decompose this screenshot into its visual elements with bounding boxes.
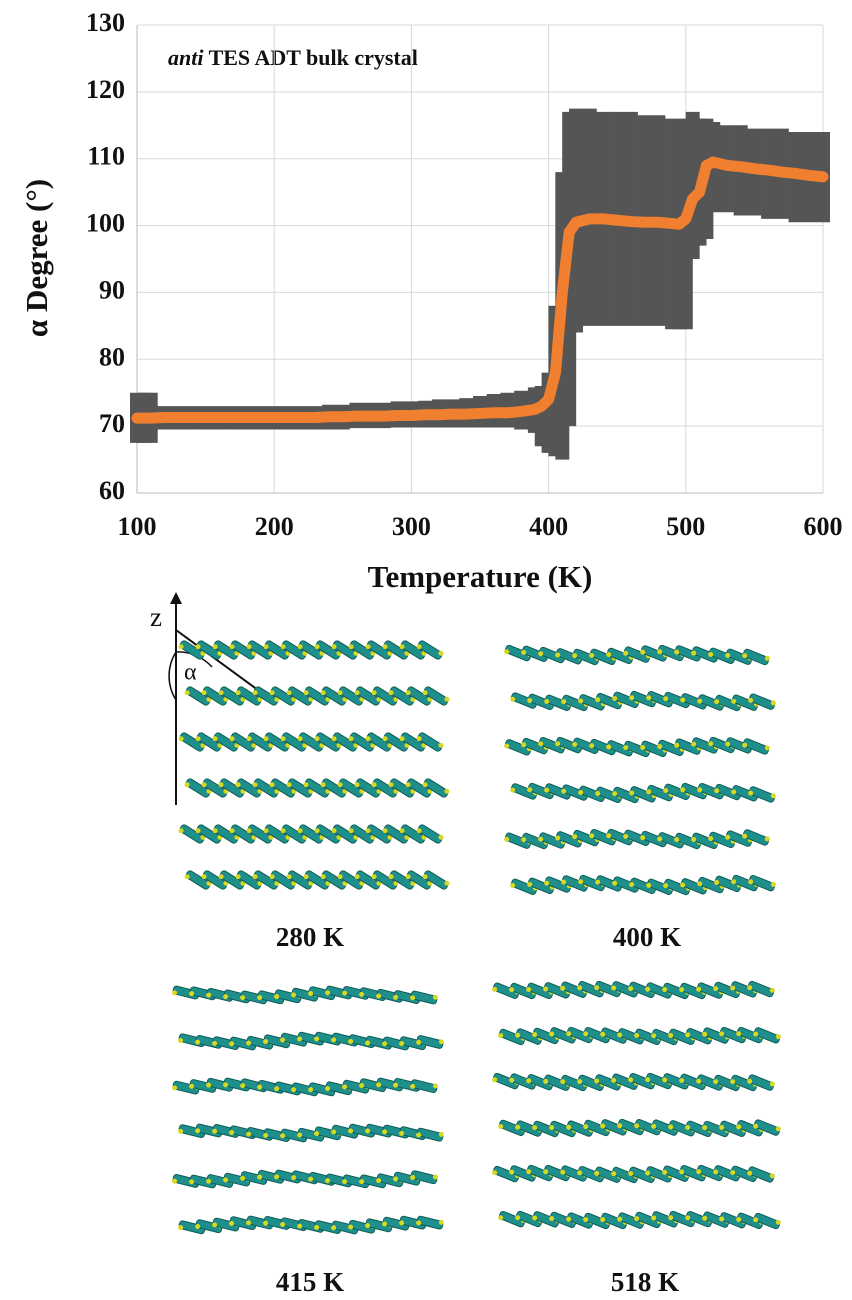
y-tick-label: 110: [87, 142, 125, 171]
figure: Temperature (K) α Degree (°) anti TES AD…: [0, 0, 852, 1300]
panel-label: 400 K: [613, 922, 681, 952]
molecule: [747, 784, 776, 804]
x-tick-label: 600: [804, 512, 843, 541]
z-label: z: [150, 602, 162, 632]
x-tick-label: 400: [529, 512, 568, 541]
y-tick-label: 90: [99, 275, 125, 304]
y-tick-label: 70: [99, 409, 125, 438]
y-axis-title: α Degree (°): [19, 179, 54, 337]
alpha-label: α: [184, 660, 197, 686]
y-tick-label: 60: [99, 476, 125, 505]
x-tick-label: 100: [118, 512, 157, 541]
annotation-italic: anti: [168, 45, 204, 70]
molecule-panel: [172, 984, 445, 1236]
molecule: [741, 736, 770, 756]
annotation: anti TES ADT bulk crystal: [168, 45, 418, 70]
x-tick-label: 300: [392, 512, 431, 541]
molecule: [410, 1078, 439, 1095]
x-tick-label: 500: [666, 512, 705, 541]
molecule-panel: [491, 979, 781, 1231]
z-arrow: [170, 592, 182, 604]
molecule: [416, 1126, 445, 1143]
molecule: [410, 989, 439, 1006]
panel-label: 415 K: [276, 1267, 344, 1297]
y-tick-label: 130: [86, 8, 125, 37]
molecule-panel: [178, 638, 451, 892]
molecule: [746, 1164, 775, 1184]
molecule-panel: [503, 643, 776, 897]
x-axis-title: Temperature (K): [368, 559, 593, 594]
y-tick-label: 100: [86, 209, 125, 238]
plot-area: [137, 25, 823, 493]
angle-arc: [169, 652, 176, 700]
y-tick-label: 120: [86, 75, 125, 104]
panel-label: 518 K: [611, 1267, 679, 1297]
y-tick-label: 80: [99, 342, 125, 371]
annotation-text: TES ADT bulk crystal: [209, 45, 418, 70]
panel-label: 280 K: [276, 922, 344, 952]
x-tick-label: 200: [255, 512, 294, 541]
